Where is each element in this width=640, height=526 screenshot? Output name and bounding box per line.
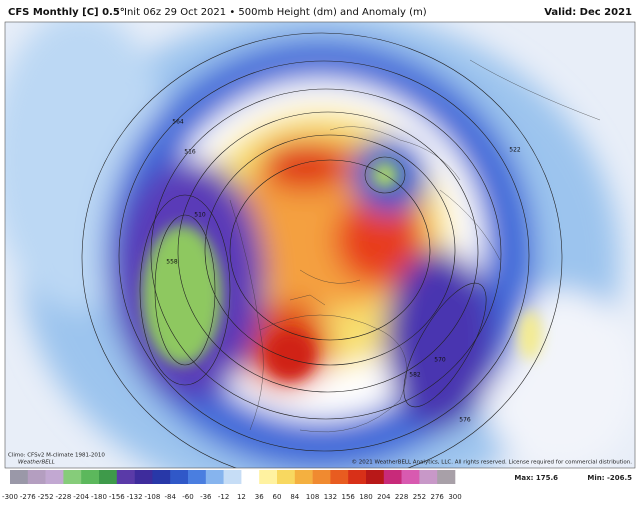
subtitle: Init 06z 29 Oct 2021 • 500mb Height (dm)…	[124, 7, 427, 18]
colorbar-swatch	[188, 470, 207, 484]
colorbar-swatch	[63, 470, 82, 484]
colorbar-label: -132	[127, 493, 143, 501]
climo-note: Climo: CFSv2 M-climate 1981-2010	[8, 453, 105, 459]
max-value: Max: 175.6	[514, 474, 558, 482]
colorbar-swatch	[116, 470, 135, 484]
contour-label: 564	[172, 119, 184, 126]
colorbar-label: -204	[73, 493, 89, 501]
contour-label: 570	[434, 357, 446, 364]
colorbar-label: 228	[395, 493, 408, 501]
colorbar-label: -36	[200, 493, 212, 501]
coastlines	[229, 59, 601, 433]
colorbar-swatch	[348, 470, 367, 484]
contour-label: 516	[184, 149, 196, 156]
colorbar-swatch	[383, 470, 402, 484]
colorbar-swatch	[366, 470, 385, 484]
colorbar-swatch	[10, 470, 29, 484]
colorbar-swatch	[223, 470, 242, 484]
anomaly-cores	[142, 161, 542, 380]
colorbar-swatch	[277, 470, 296, 484]
colorbar-swatch	[330, 470, 349, 484]
colorbar-swatch	[205, 470, 224, 484]
colorbar-swatch	[152, 470, 171, 484]
colorbar-label: 156	[342, 493, 356, 501]
colorbar-label: 108	[306, 493, 319, 501]
map-frame	[4, 21, 636, 469]
contour-labels: 564 516 510 558 570 582 576 522	[166, 119, 521, 424]
contour-label: 576	[459, 417, 471, 424]
colorbar-label: -108	[144, 493, 160, 501]
model-title: CFS Monthly [C] 0.5°	[8, 7, 125, 18]
contour-label: 558	[166, 259, 178, 266]
colorbar-swatch	[45, 470, 64, 484]
colorbar-label: -228	[55, 493, 71, 501]
colorbar-swatch	[259, 470, 278, 484]
colorbar-label: -156	[109, 493, 125, 501]
copyright: © 2021 WeatherBELL Analytics, LLC. All r…	[352, 459, 633, 466]
colorbar-swatch	[99, 470, 118, 484]
contour-label: 510	[194, 212, 206, 219]
map: 564 516 510 558 570 582 576 522 WeatherBELL Cli…	[5, 22, 635, 468]
colorbar-label: 180	[359, 493, 372, 501]
logo: WeatherBELL	[18, 460, 55, 466]
min-value: Min: -206.5	[587, 474, 632, 482]
colorbar-label: 204	[377, 493, 391, 501]
colorbar-label: -84	[164, 493, 176, 501]
colorbar-label: -60	[182, 493, 193, 501]
colorbar-swatch	[294, 470, 313, 484]
colorbar-label: 300	[448, 493, 461, 501]
colorbar-label: 252	[413, 493, 426, 501]
colorbar-swatch	[401, 470, 420, 484]
colorbar-swatch	[170, 470, 189, 484]
colorbar-swatch	[437, 470, 456, 484]
colorbar-label: -276	[20, 493, 36, 501]
colorbar-label: 132	[324, 493, 337, 501]
colorbar-swatch	[241, 470, 260, 484]
colorbar-label: 12	[237, 493, 246, 501]
colorbar-swatch	[134, 470, 153, 484]
colorbar: -300 -276 -252 -228 -204 -180 -156 -132 -108 -84-…	[2, 470, 462, 501]
contour-label: 522	[509, 147, 521, 154]
colorbar-label: 60	[273, 493, 282, 501]
colorbar-label: -12	[218, 493, 229, 501]
contour-label: 582	[409, 372, 421, 379]
colorbar-label: -252	[38, 493, 54, 501]
colorbar-swatch	[419, 470, 438, 484]
colorbar-swatch	[81, 470, 100, 484]
colorbar-label: 276	[431, 493, 445, 501]
colorbar-label: -180	[91, 493, 107, 501]
colorbar-label: 36	[255, 493, 264, 501]
colorbar-label: 84	[290, 493, 299, 501]
valid-time: Valid: Dec 2021	[544, 7, 632, 18]
colorbar-swatch	[27, 470, 46, 484]
colorbar-label: -300	[2, 493, 18, 501]
colorbar-swatch	[312, 470, 331, 484]
height-contours	[81, 32, 563, 468]
